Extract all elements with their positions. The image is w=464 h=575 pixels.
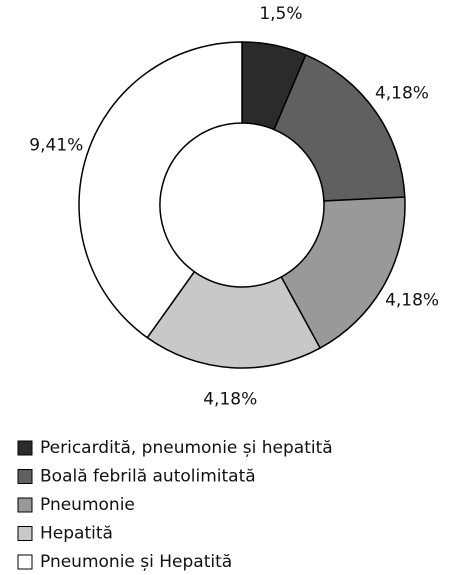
legend-label: Pneumonie (40, 495, 135, 515)
legend-swatch (17, 554, 33, 570)
legend-label: Pericardită, pneumonie și hepatită (40, 438, 333, 458)
data-label: 1,5% (259, 4, 302, 24)
data-label: 9,41% (29, 135, 83, 155)
legend-swatch (17, 469, 33, 484)
data-label: 4,18% (385, 290, 439, 310)
legend-swatch (17, 497, 33, 513)
legend-swatch (17, 526, 33, 541)
donut-slice (273, 54, 406, 202)
donut-slice (78, 41, 243, 339)
donut-slice (280, 196, 406, 350)
legend-label: Pneumonie și Hepatită (40, 552, 232, 572)
data-label: 4,18% (375, 83, 429, 103)
legend-label: Hepatită (40, 524, 113, 544)
legend-swatch (17, 440, 33, 456)
data-label: 4,18% (203, 390, 257, 410)
legend-label: Boală febrilă autolimitată (40, 467, 256, 487)
donut-slice (146, 270, 322, 369)
